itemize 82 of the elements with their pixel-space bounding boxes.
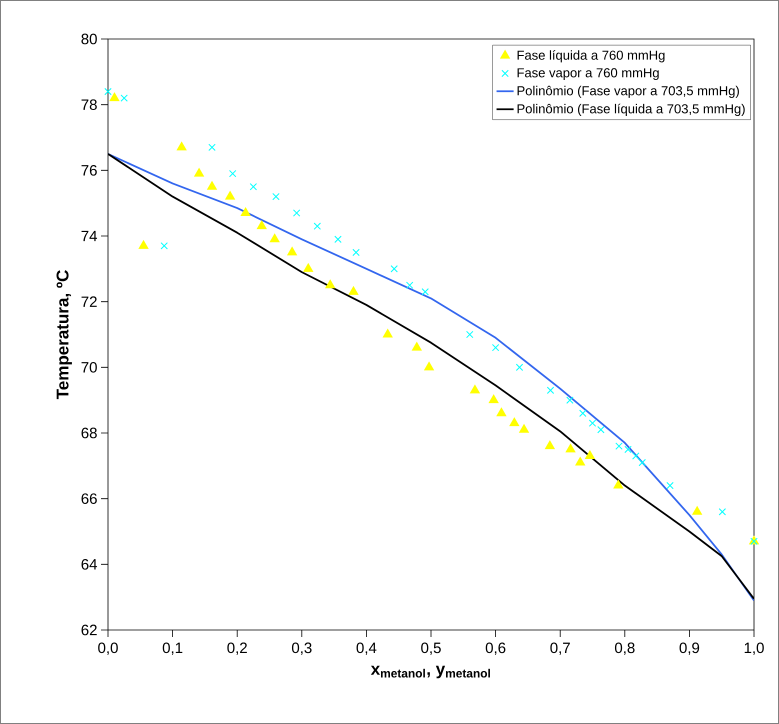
point: [615, 442, 623, 450]
point: [250, 183, 258, 190]
legend-label: Fase vapor a 760 mmHg: [518, 68, 659, 80]
point: [492, 344, 500, 352]
x-tick-label: 0,1: [162, 642, 182, 655]
point: [120, 94, 128, 102]
point: [352, 248, 360, 256]
point: [470, 384, 480, 394]
x-tick-label: 0,3: [292, 642, 312, 655]
y-tick-label: 72: [82, 296, 97, 307]
x-axis-title: x$_{metanol}$, y$_{metanol}$: [370, 666, 490, 678]
y-tick-label: 78: [82, 99, 97, 110]
point: [382, 329, 393, 338]
point: [692, 506, 702, 515]
point: [638, 458, 646, 466]
point: [240, 208, 250, 216]
y-tick-label: 68: [82, 428, 97, 438]
point: [406, 282, 414, 289]
point: [303, 263, 314, 272]
legend-label: Fase líquida a 760 mmHg: [518, 50, 665, 62]
x-tick-label: 0,2: [227, 642, 247, 655]
point: [225, 191, 235, 200]
point: [390, 265, 398, 273]
legend-label: Polinômio (Fase líquida a 703,5 mmHg): [518, 104, 745, 116]
y-tick-label: 62: [82, 624, 97, 636]
point: [566, 396, 574, 404]
x-tick-label: 0,9: [680, 642, 700, 655]
point: [545, 440, 555, 450]
y-tick-label: 66: [82, 493, 97, 504]
legend-label: Polinômio (Fase vapor a 703,5 mmHg): [518, 86, 739, 98]
point: [624, 446, 632, 454]
point: [588, 419, 596, 427]
x-tick-label: 1,0: [744, 642, 764, 655]
point: [160, 242, 168, 250]
x-tick-label: 0,0: [98, 642, 118, 655]
y-tick-label: 70: [82, 362, 97, 373]
point: [632, 452, 640, 460]
point: [579, 410, 586, 417]
point: [110, 92, 120, 102]
x-tick-label: 0,5: [421, 642, 441, 655]
point: [424, 362, 434, 370]
point: [194, 168, 204, 177]
x-tick-label: 0,6: [486, 642, 506, 655]
point: [292, 209, 300, 217]
point: [138, 240, 148, 249]
point: [104, 88, 112, 96]
point: [718, 508, 726, 516]
point: [422, 288, 429, 296]
point: [546, 386, 554, 394]
point: [566, 444, 576, 452]
x-tick-label: 0,4: [356, 642, 376, 655]
point: [412, 342, 422, 351]
y-tick-label: 74: [82, 230, 98, 242]
point: [229, 170, 236, 178]
y-tick-label: 76: [82, 165, 97, 176]
point: [496, 408, 506, 416]
point: [270, 234, 280, 242]
point: [287, 246, 297, 256]
point: [208, 144, 216, 152]
y-axis-title: Temperatura, ºC: [56, 270, 72, 400]
point: [334, 236, 342, 243]
point: [614, 480, 624, 489]
y-tick-label: 80: [81, 34, 97, 44]
point: [348, 286, 358, 295]
point: [256, 220, 267, 230]
point: [314, 222, 321, 230]
point: [510, 418, 520, 426]
point: [272, 192, 280, 200]
point: [516, 364, 524, 372]
point: [575, 457, 586, 466]
point: [466, 330, 474, 338]
point: [585, 450, 595, 459]
y-tick-label: 64: [82, 559, 98, 570]
point: [176, 142, 186, 150]
x-tick-label: 0,8: [614, 642, 635, 655]
point: [488, 394, 498, 404]
point: [597, 426, 605, 434]
point: [666, 482, 674, 490]
point: [207, 181, 217, 190]
point: [325, 280, 336, 288]
point: [519, 424, 529, 433]
x-tick-label: 0,7: [550, 642, 570, 655]
